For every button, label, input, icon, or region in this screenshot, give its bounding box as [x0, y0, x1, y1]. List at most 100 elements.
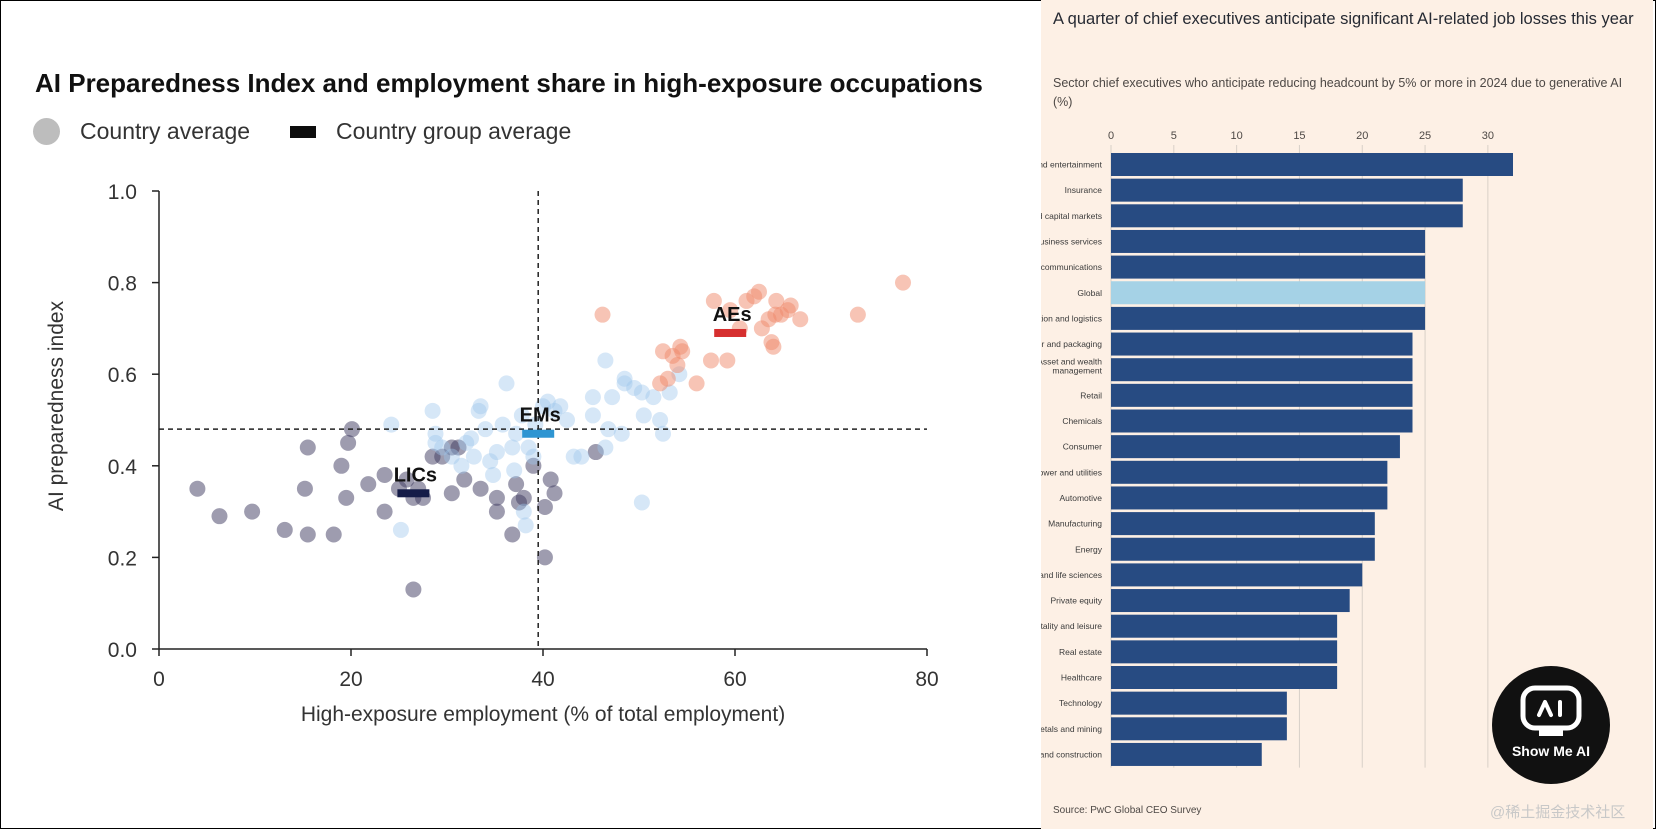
data-point [333, 457, 350, 474]
category-label: Media and entertainment [1041, 160, 1103, 170]
data-point [299, 526, 316, 543]
y-tick-label: 0.2 [108, 547, 137, 570]
x-axis-title: High-exposure employment (% of total emp… [301, 703, 785, 726]
scatter-chart-panel: AI Preparedness Index and employment sha… [33, 68, 983, 726]
bar [1111, 358, 1413, 382]
bar-chart: 0 5 10 15 20 25 30 Media and entertainment Insur… [1041, 130, 1513, 768]
data-point [652, 412, 669, 428]
bar [1111, 666, 1338, 689]
data-point [340, 434, 357, 451]
data-point [633, 384, 650, 401]
data-point [719, 352, 736, 369]
data-point [645, 389, 662, 406]
bar [1111, 229, 1426, 253]
data-point [515, 503, 532, 520]
y-tick-label: 1.0 [108, 181, 137, 204]
data-point [616, 370, 633, 387]
data-point [792, 311, 809, 328]
data-point [189, 480, 206, 497]
bar [1111, 614, 1338, 638]
data-point [722, 302, 739, 319]
bar [1111, 640, 1338, 664]
bar [1111, 691, 1287, 715]
data-point [635, 407, 652, 424]
data-point [536, 499, 553, 516]
category-label: Automotive [1059, 493, 1102, 503]
data-point [427, 425, 444, 442]
data-point [626, 379, 643, 396]
x-tick-label: 40 [531, 668, 554, 691]
data-point [597, 352, 614, 369]
data-point [405, 581, 422, 598]
data-point [584, 389, 601, 406]
category-label: Business services [1041, 236, 1102, 246]
data-point [535, 398, 551, 415]
data-point [768, 292, 785, 309]
data-point [536, 549, 553, 566]
bar [1111, 409, 1413, 433]
data-point [508, 425, 525, 442]
category-label: Transportation and logistics [1041, 313, 1102, 323]
data-point [525, 448, 542, 465]
data-point [443, 485, 460, 502]
data-point [488, 503, 505, 520]
data-point [539, 393, 556, 410]
bar [1111, 486, 1388, 510]
y-tick-label: 0.8 [108, 273, 137, 296]
data-point [542, 471, 559, 488]
data-point [376, 466, 393, 483]
legend-country-average-label: Country average [80, 118, 251, 144]
group-average-bar [522, 429, 555, 438]
data-point [398, 471, 415, 488]
data-point [849, 306, 866, 323]
data-point [517, 517, 534, 534]
y-tick-label: 0.0 [108, 639, 137, 662]
category-label: Engineering and construction [1041, 749, 1102, 759]
data-point [895, 274, 911, 291]
group-average-label: AEs [713, 304, 752, 326]
series-lic [189, 421, 604, 598]
data-point [276, 521, 293, 538]
category-label: Telecommunications [1041, 262, 1102, 272]
category-label: Healthcare [1061, 673, 1102, 683]
data-point [705, 292, 722, 309]
series-em [383, 352, 688, 538]
data-point [392, 521, 409, 538]
data-point [485, 466, 502, 483]
bar [1111, 332, 1413, 356]
bar [1111, 537, 1375, 561]
category-label: Retail [1080, 390, 1102, 400]
legend-country-average: Country average [33, 118, 250, 145]
x-tick-label: 0 [1108, 130, 1114, 142]
data-point [244, 503, 261, 520]
watermark: @稀土掘金技术社区 [1490, 804, 1626, 821]
y-tick-label: 0.6 [108, 364, 137, 387]
data-point [515, 489, 532, 506]
data-point [427, 434, 444, 451]
category-label: Asset and wealth management [1041, 357, 1103, 376]
data-point [463, 430, 479, 447]
data-point [453, 457, 470, 474]
ai-monitor-icon [1520, 685, 1582, 736]
data-point [584, 407, 601, 424]
bar [1111, 563, 1363, 587]
data-point [456, 471, 473, 488]
data-point [504, 439, 521, 456]
data-point [573, 448, 590, 465]
bar [1111, 281, 1426, 305]
bar [1111, 589, 1350, 613]
legend-country-group-average: Country group average [290, 118, 571, 145]
x-tick-label: 25 [1419, 130, 1431, 142]
bar-chart-title: A quarter of chief executives anticipate… [1053, 10, 1634, 28]
group-average-label: EMs [520, 405, 561, 427]
group-average-bar [714, 328, 747, 337]
data-point [296, 480, 313, 497]
data-point [616, 375, 633, 392]
data-point [559, 412, 575, 428]
x-tick-label: 5 [1171, 130, 1177, 142]
category-label: Metals and mining [1041, 724, 1102, 734]
x-tick-label: 10 [1231, 130, 1243, 142]
data-point [565, 448, 582, 465]
data-point [494, 416, 511, 433]
data-point [504, 526, 521, 543]
